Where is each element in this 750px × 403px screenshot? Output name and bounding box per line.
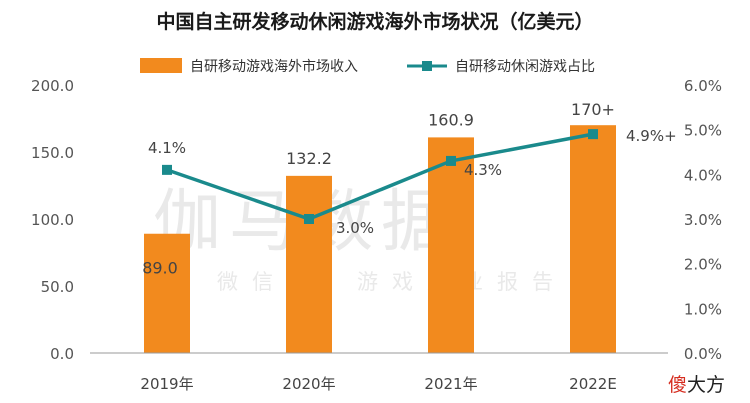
y-right-tick-label: 3.0% [684,211,722,229]
line-series: 4.1% 3.0% 4.3% 4.9%+ [148,127,677,237]
left-axis: 0.0 50.0 100.0 150.0 200.0 [31,77,74,363]
legend-line-label: 自研移动休闲游戏占比 [455,59,595,75]
y-left-tick-label: 150.0 [31,144,74,162]
y-left-tick-label: 100.0 [31,211,74,229]
legend-line-marker [422,61,432,71]
y-right-tick-label: 0.0% [684,345,722,363]
bar-value-label: 89.0 [142,259,178,278]
x-tick-label: 2021年 [424,375,477,393]
line-point [162,164,172,175]
y-right-tick-label: 2.0% [684,256,722,274]
line-point [446,155,456,166]
bar [428,137,474,353]
x-tick-label: 2020年 [282,375,335,393]
bars: 89.0 132.2 160.9 170+ [142,100,616,353]
logo-rest: 大方 [687,374,725,396]
line-point [588,129,598,140]
y-right-tick-label: 5.0% [684,122,722,140]
legend-bar-label: 自研移动游戏海外市场收入 [190,58,358,75]
bar-value-label: 132.2 [286,149,332,168]
line-value-label: 4.9%+ [626,127,677,145]
x-tick-label: 2022E [569,375,617,393]
x-axis: 2019年 2020年 2021年 2022E [90,352,668,393]
line-value-label: 4.1% [148,139,186,157]
y-right-tick-label: 4.0% [684,166,722,184]
watermark-sub: 微信号：游戏产业报告 [217,270,567,294]
y-left-tick-label: 0.0 [50,345,74,363]
bar-value-label: 170+ [571,100,615,119]
y-right-tick-label: 6.0% [684,77,722,95]
bar [286,175,332,353]
line-value-label: 3.0% [336,219,374,237]
bar [570,125,616,353]
line-point [304,214,314,224]
bar [144,233,190,353]
right-axis: 0.0% 1.0% 2.0% 3.0% 4.0% 5.0% 6.0% [684,77,722,363]
legend-bar-swatch [140,58,182,73]
logo: 傻大方 [668,374,725,396]
logo-first-char: 傻 [668,374,687,396]
y-left-tick-label: 200.0 [31,77,74,95]
x-tick-label: 2019年 [140,375,193,393]
legend: 自研移动游戏海外市场收入 自研移动休闲游戏占比 [140,58,595,75]
bar-value-label: 160.9 [428,110,474,129]
chart-title: 中国自主研发移动休闲游戏海外市场状况（亿美元） [156,10,593,33]
line-value-label: 4.3% [464,161,502,179]
y-right-tick-label: 1.0% [684,300,722,318]
line-series-path [166,132,594,221]
y-left-tick-label: 50.0 [41,278,74,296]
